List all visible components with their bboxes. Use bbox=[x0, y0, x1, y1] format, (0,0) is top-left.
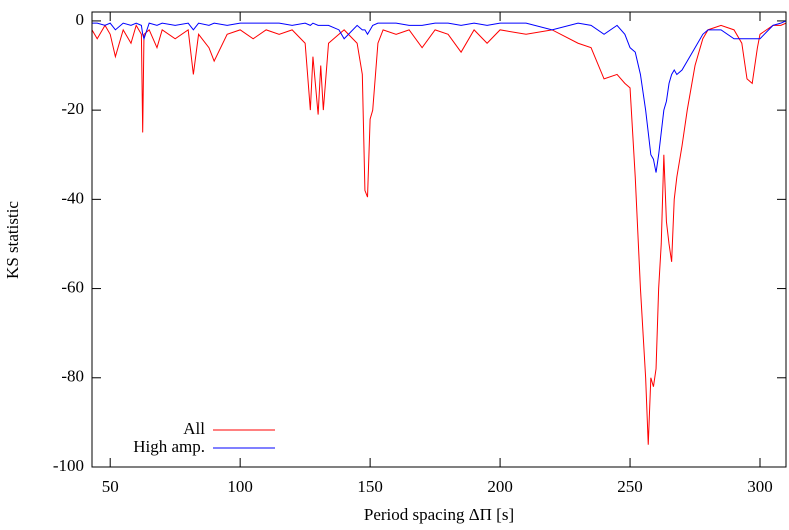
y-axis-label: KS statistic bbox=[3, 201, 22, 279]
x-tick-label: 50 bbox=[102, 477, 119, 496]
y-tick-label: 0 bbox=[76, 10, 85, 29]
data-line bbox=[92, 20, 787, 173]
y-tick-label: -40 bbox=[61, 188, 84, 207]
x-tick-label: 200 bbox=[487, 477, 513, 496]
y-tick-label: -100 bbox=[53, 456, 84, 475]
x-axis-label: Period spacing ΔΠ [s] bbox=[364, 505, 514, 524]
x-tick-label: 100 bbox=[227, 477, 253, 496]
plot-frame bbox=[91, 11, 787, 468]
y-tick-label: -80 bbox=[61, 367, 84, 386]
x-tick-label: 250 bbox=[617, 477, 643, 496]
legend-label: All bbox=[183, 419, 205, 438]
x-tick-label: 150 bbox=[357, 477, 383, 496]
y-tick-label: -20 bbox=[61, 99, 84, 118]
data-line bbox=[91, 22, 787, 445]
y-tick-label: -60 bbox=[61, 277, 84, 296]
x-tick-label: 300 bbox=[747, 477, 773, 496]
legend-label: High amp. bbox=[133, 437, 205, 456]
